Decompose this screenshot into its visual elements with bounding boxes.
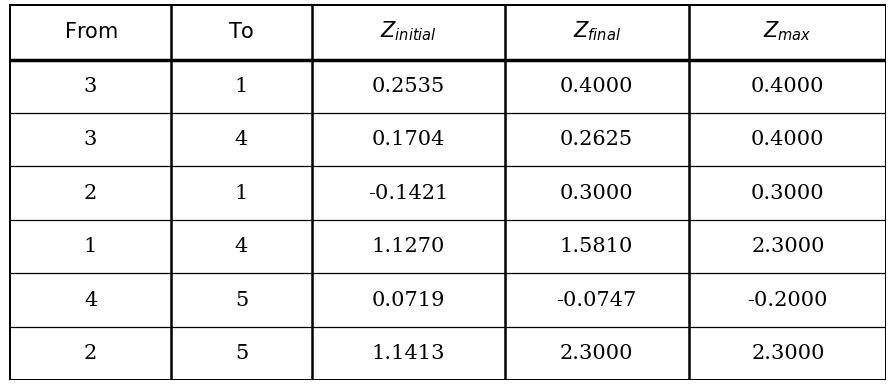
Text: 5: 5 <box>234 344 248 363</box>
Text: 3: 3 <box>84 130 97 149</box>
Text: 0.0719: 0.0719 <box>371 291 444 310</box>
Text: 1: 1 <box>84 237 97 256</box>
Text: 2: 2 <box>84 184 97 203</box>
Text: -0.0747: -0.0747 <box>556 291 636 310</box>
Text: 1.5810: 1.5810 <box>560 237 633 256</box>
Text: 0.1704: 0.1704 <box>371 130 444 149</box>
Text: 4: 4 <box>84 291 97 310</box>
Text: 0.3000: 0.3000 <box>559 184 633 203</box>
Text: 0.3000: 0.3000 <box>750 184 823 203</box>
Text: $Z_{\mathit{final}}$: $Z_{\mathit{final}}$ <box>572 20 620 43</box>
Text: 3: 3 <box>84 77 97 96</box>
Text: 5: 5 <box>234 291 248 310</box>
Text: -0.2000: -0.2000 <box>746 291 827 310</box>
Text: 1.1270: 1.1270 <box>371 237 444 256</box>
Text: $\mathrm{To}$: $\mathrm{To}$ <box>228 22 254 42</box>
Text: 1.1413: 1.1413 <box>371 344 444 363</box>
Text: 0.4000: 0.4000 <box>750 77 823 96</box>
Text: $Z_{\mathit{initial}}$: $Z_{\mathit{initial}}$ <box>379 20 436 43</box>
Text: $\mathrm{From}$: $\mathrm{From}$ <box>63 22 117 42</box>
Text: 4: 4 <box>234 130 248 149</box>
Text: 0.4000: 0.4000 <box>750 130 823 149</box>
Text: 0.2535: 0.2535 <box>371 77 444 96</box>
Text: 2: 2 <box>84 344 97 363</box>
Text: 0.4000: 0.4000 <box>560 77 633 96</box>
Text: $Z_{\mathit{max}}$: $Z_{\mathit{max}}$ <box>763 20 811 43</box>
Text: 0.2625: 0.2625 <box>560 130 632 149</box>
Text: 2.3000: 2.3000 <box>750 344 823 363</box>
Text: 1: 1 <box>234 77 248 96</box>
Text: 1: 1 <box>234 184 248 203</box>
Text: 4: 4 <box>234 237 248 256</box>
Text: 2.3000: 2.3000 <box>560 344 633 363</box>
Text: -0.1421: -0.1421 <box>367 184 448 203</box>
Text: 2.3000: 2.3000 <box>750 237 823 256</box>
